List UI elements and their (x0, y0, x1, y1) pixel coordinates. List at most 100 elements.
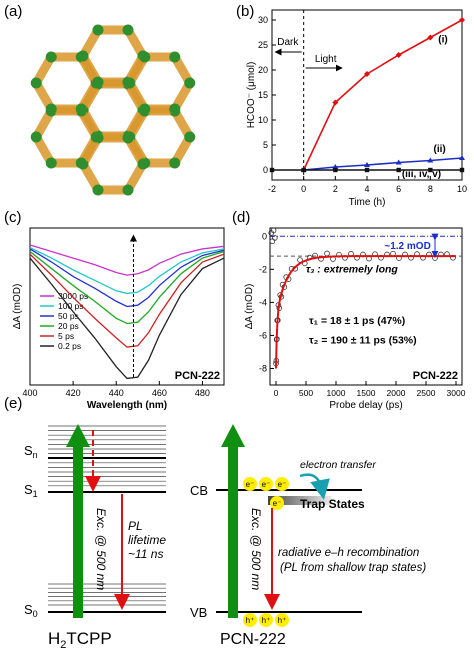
data-point (364, 162, 370, 167)
spectrum-line (29, 244, 225, 276)
data-point (301, 167, 306, 173)
mof-linker-node (75, 103, 87, 115)
x-tick-label: 420 (66, 388, 81, 398)
x-axis-label: Wavelength (nm) (87, 400, 167, 411)
s1-label: S1 (24, 482, 38, 499)
panel-label-e: (e) (4, 395, 22, 412)
recombination-text-2: (PL from shallow trap states) (280, 562, 426, 574)
y-axis-label: ΔA (mOD) (12, 284, 23, 330)
mof-linker-node (137, 158, 149, 170)
mof-linker-node (75, 157, 87, 169)
mof-linker-node (45, 103, 57, 115)
h2tcpp-label: H2TCPP (48, 629, 112, 651)
data-point (269, 238, 276, 245)
panel-label-d: (d) (232, 209, 250, 226)
chart-title: PCN-222 (175, 370, 220, 382)
data-point (459, 17, 465, 23)
electron-label: e⁻ (278, 480, 287, 489)
mof-linker-node (184, 77, 196, 89)
mof-linker-node (122, 132, 134, 144)
electron-transfer-label: electron transfer (300, 459, 376, 471)
panel-label-a: (a) (4, 3, 22, 20)
mof-linker-node (124, 77, 136, 89)
y-axis-label: ΔA (mOD) (244, 284, 255, 330)
series-label-iii-iv-v: (iii, iv, v) (402, 169, 441, 180)
recombination-text-1: radiative e–h recombination (278, 547, 419, 559)
data-point (428, 167, 433, 173)
legend-entry: 5 ps (58, 331, 74, 341)
y-tick-label: 25 (258, 40, 268, 50)
pl-text-1: PL (128, 519, 143, 533)
mof-linker-node (169, 157, 181, 169)
mof-linker-node (139, 103, 151, 115)
x-tick-label: 1500 (357, 388, 376, 398)
x-tick-label: 3000 (447, 388, 466, 398)
mof-linker-node (139, 51, 151, 63)
fit-curve (275, 255, 456, 369)
y-tick-label: -6 (259, 330, 267, 340)
y-tick-label: 20 (258, 65, 268, 75)
data-point (427, 34, 434, 41)
excitation-label-right: Exc. @ 500 nm (249, 508, 263, 590)
series-label-i: (i) (438, 35, 447, 46)
electrons: e⁻ e⁻ e⁻ e⁻ (243, 477, 289, 510)
hole-label: h⁺ (246, 616, 255, 625)
mof-framework-illustration (30, 24, 196, 196)
x-tick-label: 0 (274, 388, 279, 398)
data-point (459, 155, 465, 160)
mof-linker-node (169, 103, 181, 115)
x-tick-label: 500 (299, 388, 313, 398)
y-axis-label: HCOO⁻ (μmol) (246, 62, 257, 129)
x-tick-label: 440 (109, 388, 124, 398)
hole-label: h⁺ (262, 616, 271, 625)
h2tcpp-energy-diagram: Sn S1 S0 Exc. @ 500 nm PL lifetime ~11 n… (24, 424, 166, 651)
excitation-arrow-left (73, 446, 83, 618)
trap-states-bar (268, 496, 332, 505)
vb-label: VB (190, 605, 207, 620)
mof-linker-node (122, 24, 134, 36)
hole-dot (275, 613, 289, 627)
excitation-arrow-right (228, 446, 238, 618)
mof-linker-node (30, 77, 42, 89)
x-tick-label: 480 (195, 388, 210, 398)
electron-dot (270, 496, 284, 510)
x-tick-label: 2 (333, 184, 338, 194)
mof-linker-node (92, 76, 104, 88)
x-tick-label: 460 (152, 388, 167, 398)
cb-label: CB (190, 483, 208, 498)
mof-linker-node (45, 51, 57, 63)
s0-label: S0 (24, 602, 38, 619)
x-axis-label: Time (h) (349, 197, 386, 208)
excitation-label-left: Exc. @ 500 nm (94, 508, 108, 590)
electron-transfer-arrow (299, 473, 330, 500)
spectrum-line (29, 257, 225, 380)
y-tick-label: -2 (259, 264, 267, 274)
pl-text-3: ~11 ns (128, 547, 163, 561)
plot-frame (29, 227, 225, 386)
electron-label: e⁻ (246, 480, 255, 489)
x-tick-label: 2500 (417, 388, 436, 398)
mof-linker-node (92, 24, 104, 36)
sn-level-lines (48, 425, 166, 487)
chart-title: PCN-222 (413, 370, 458, 382)
electron-dot (243, 477, 257, 491)
x-tick-label: 8 (428, 184, 433, 194)
data-point (395, 52, 402, 58)
data-point (332, 164, 339, 169)
data-point (269, 167, 275, 173)
series-line (302, 19, 463, 171)
x-tick-label: 400 (22, 388, 37, 398)
offset-label: ~1.2 mOD (384, 241, 430, 252)
spectrum-line (29, 253, 225, 348)
x-tick-label: 1000 (327, 388, 346, 398)
data-point (333, 167, 338, 173)
excitation-arrowhead-right (221, 424, 245, 447)
legend-entry: 0.2 ps (58, 341, 81, 351)
tau3-label: τ₃ : extremely long (306, 264, 398, 276)
y-tick-label: 5 (263, 140, 268, 150)
data-point (270, 227, 277, 234)
x-tick-label: 10 (457, 184, 467, 194)
y-tick-label: -4 (259, 297, 267, 307)
